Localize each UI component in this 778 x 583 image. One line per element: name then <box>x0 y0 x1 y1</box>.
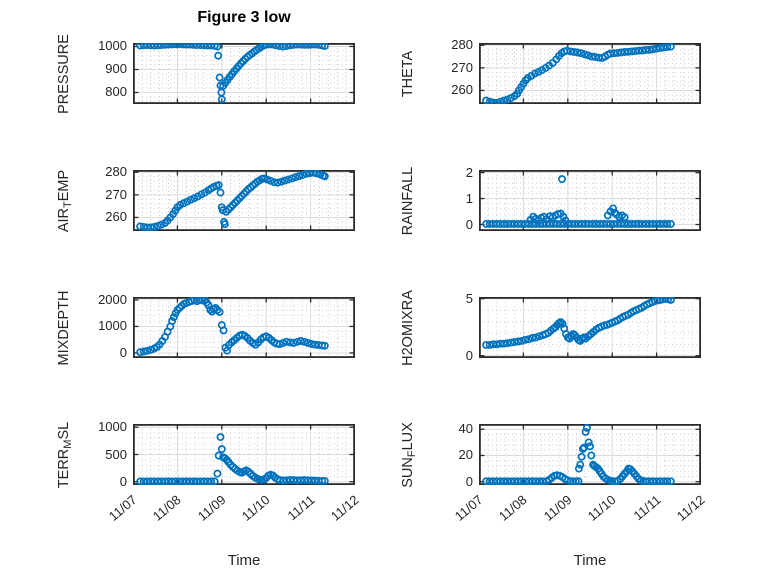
y-axis-label-text: EMP <box>56 169 72 201</box>
scatter-series <box>136 43 329 104</box>
y-axis-label-subscript: T <box>62 200 74 208</box>
subplot-air_temp <box>133 170 355 231</box>
y-axis-label-text: LUX <box>400 421 416 450</box>
subplot-rainfall <box>479 170 701 231</box>
minor-grid <box>480 298 700 357</box>
y-axis-label-text: THETA <box>400 50 416 97</box>
x-tick-label: 11/08 <box>150 492 185 524</box>
scatter-series <box>482 424 675 485</box>
y-tick-label: 260 <box>105 209 127 225</box>
axes-frame <box>133 424 355 485</box>
axes-frame <box>479 297 701 358</box>
y-axis-label-subscript: F <box>406 449 418 457</box>
tick-marks <box>134 44 354 103</box>
axes-frame <box>479 170 701 231</box>
minor-grid <box>134 44 354 103</box>
y-tick-label: 0 <box>465 347 473 363</box>
y-tick-label: 260 <box>451 82 473 98</box>
minor-grid <box>134 425 354 484</box>
major-grid <box>480 298 700 357</box>
axes-frame <box>479 424 701 485</box>
y-axis-label-sun_flux: SUNFLUX <box>400 421 418 488</box>
scatter-series <box>136 433 329 485</box>
x-axis-label-right: Time <box>573 552 607 569</box>
y-tick-label: 0 <box>465 216 473 232</box>
subplot-mixdepth <box>133 297 355 358</box>
x-tick-label: 11/11 <box>630 492 664 524</box>
y-tick-label: 500 <box>105 446 127 462</box>
tick-marks <box>480 298 700 357</box>
major-grid <box>480 425 700 484</box>
y-axis-label-text: SUN <box>400 456 416 488</box>
y-axis-label-rainfall: RAINFALL <box>400 166 416 235</box>
y-tick-label: 270 <box>451 59 473 75</box>
axes-frame <box>479 43 701 104</box>
y-tick-label: 280 <box>105 164 127 180</box>
y-tick-label: 20 <box>458 447 473 463</box>
y-axis-label-air_temp: AIRTEMP <box>56 169 74 232</box>
y-axis-label-h2omixra: H2OMIXRA <box>400 290 416 366</box>
axes-frame <box>133 297 355 358</box>
y-axis-label-text: AIR <box>56 207 72 232</box>
y-tick-label: 280 <box>451 37 473 53</box>
y-axis-label-pressure: PRESSURE <box>56 34 72 114</box>
y-axis-label-subscript: M <box>62 439 74 449</box>
scatter-series <box>482 43 675 104</box>
x-tick-label: 11/12 <box>327 492 362 524</box>
x-tick-label: 11/12 <box>673 492 708 524</box>
y-tick-label: 0 <box>119 473 127 489</box>
y-tick-label: 5 <box>465 290 473 306</box>
y-axis-label-text: SL <box>56 421 72 440</box>
axes-frame <box>133 170 355 231</box>
subplot-pressure <box>133 43 355 104</box>
x-tick-label: 11/10 <box>238 492 273 524</box>
tick-marks <box>480 425 700 484</box>
y-tick-label: 900 <box>105 61 127 77</box>
y-tick-label: 2000 <box>98 291 127 307</box>
y-tick-label: 40 <box>458 421 473 437</box>
y-axis-label-text: RAINFALL <box>400 166 416 235</box>
x-tick-label: 11/08 <box>496 492 531 524</box>
y-axis-label-terr_msl: TERRMSL <box>56 421 74 488</box>
y-axis-label-text: PRESSURE <box>56 33 72 114</box>
major-grid <box>480 44 700 103</box>
y-tick-label: 800 <box>105 84 127 100</box>
y-tick-label: 0 <box>119 344 127 360</box>
figure-title: Figure 3 low <box>197 9 291 26</box>
y-tick-label: 2 <box>465 164 473 180</box>
y-tick-label: 1000 <box>98 38 127 54</box>
y-axis-label-text: TERR <box>56 448 72 488</box>
subplot-terr_msl <box>133 424 355 485</box>
y-axis-label-mixdepth: MIXDEPTH <box>56 290 72 365</box>
subplot-h2omixra <box>479 297 701 358</box>
scatter-series <box>482 175 675 228</box>
y-axis-label-theta: THETA <box>400 50 416 96</box>
major-grid <box>134 44 354 103</box>
scatter-series <box>136 170 329 231</box>
minor-grid <box>480 425 700 484</box>
y-tick-label: 270 <box>105 186 127 202</box>
x-tick-label: 11/07 <box>451 492 486 524</box>
x-axis-label-left: Time <box>227 552 261 569</box>
y-tick-label: 0 <box>465 473 473 489</box>
x-tick-label: 11/11 <box>284 492 318 524</box>
x-tick-label: 11/10 <box>584 492 619 524</box>
subplot-sun_flux <box>479 424 701 485</box>
x-tick-label: 11/09 <box>194 492 229 524</box>
y-axis-label-text: H2OMIXRA <box>400 289 416 366</box>
scatter-series <box>136 297 329 357</box>
y-tick-label: 1 <box>465 190 473 206</box>
x-tick-label: 11/09 <box>540 492 575 524</box>
axes-frame <box>133 43 355 104</box>
scatter-series <box>482 297 675 349</box>
y-tick-label: 1000 <box>98 419 127 435</box>
x-tick-label: 11/07 <box>105 492 140 524</box>
y-axis-label-text: MIXDEPTH <box>56 290 72 365</box>
y-tick-label: 1000 <box>98 318 127 334</box>
minor-grid <box>480 171 700 230</box>
subplot-theta <box>479 43 701 104</box>
